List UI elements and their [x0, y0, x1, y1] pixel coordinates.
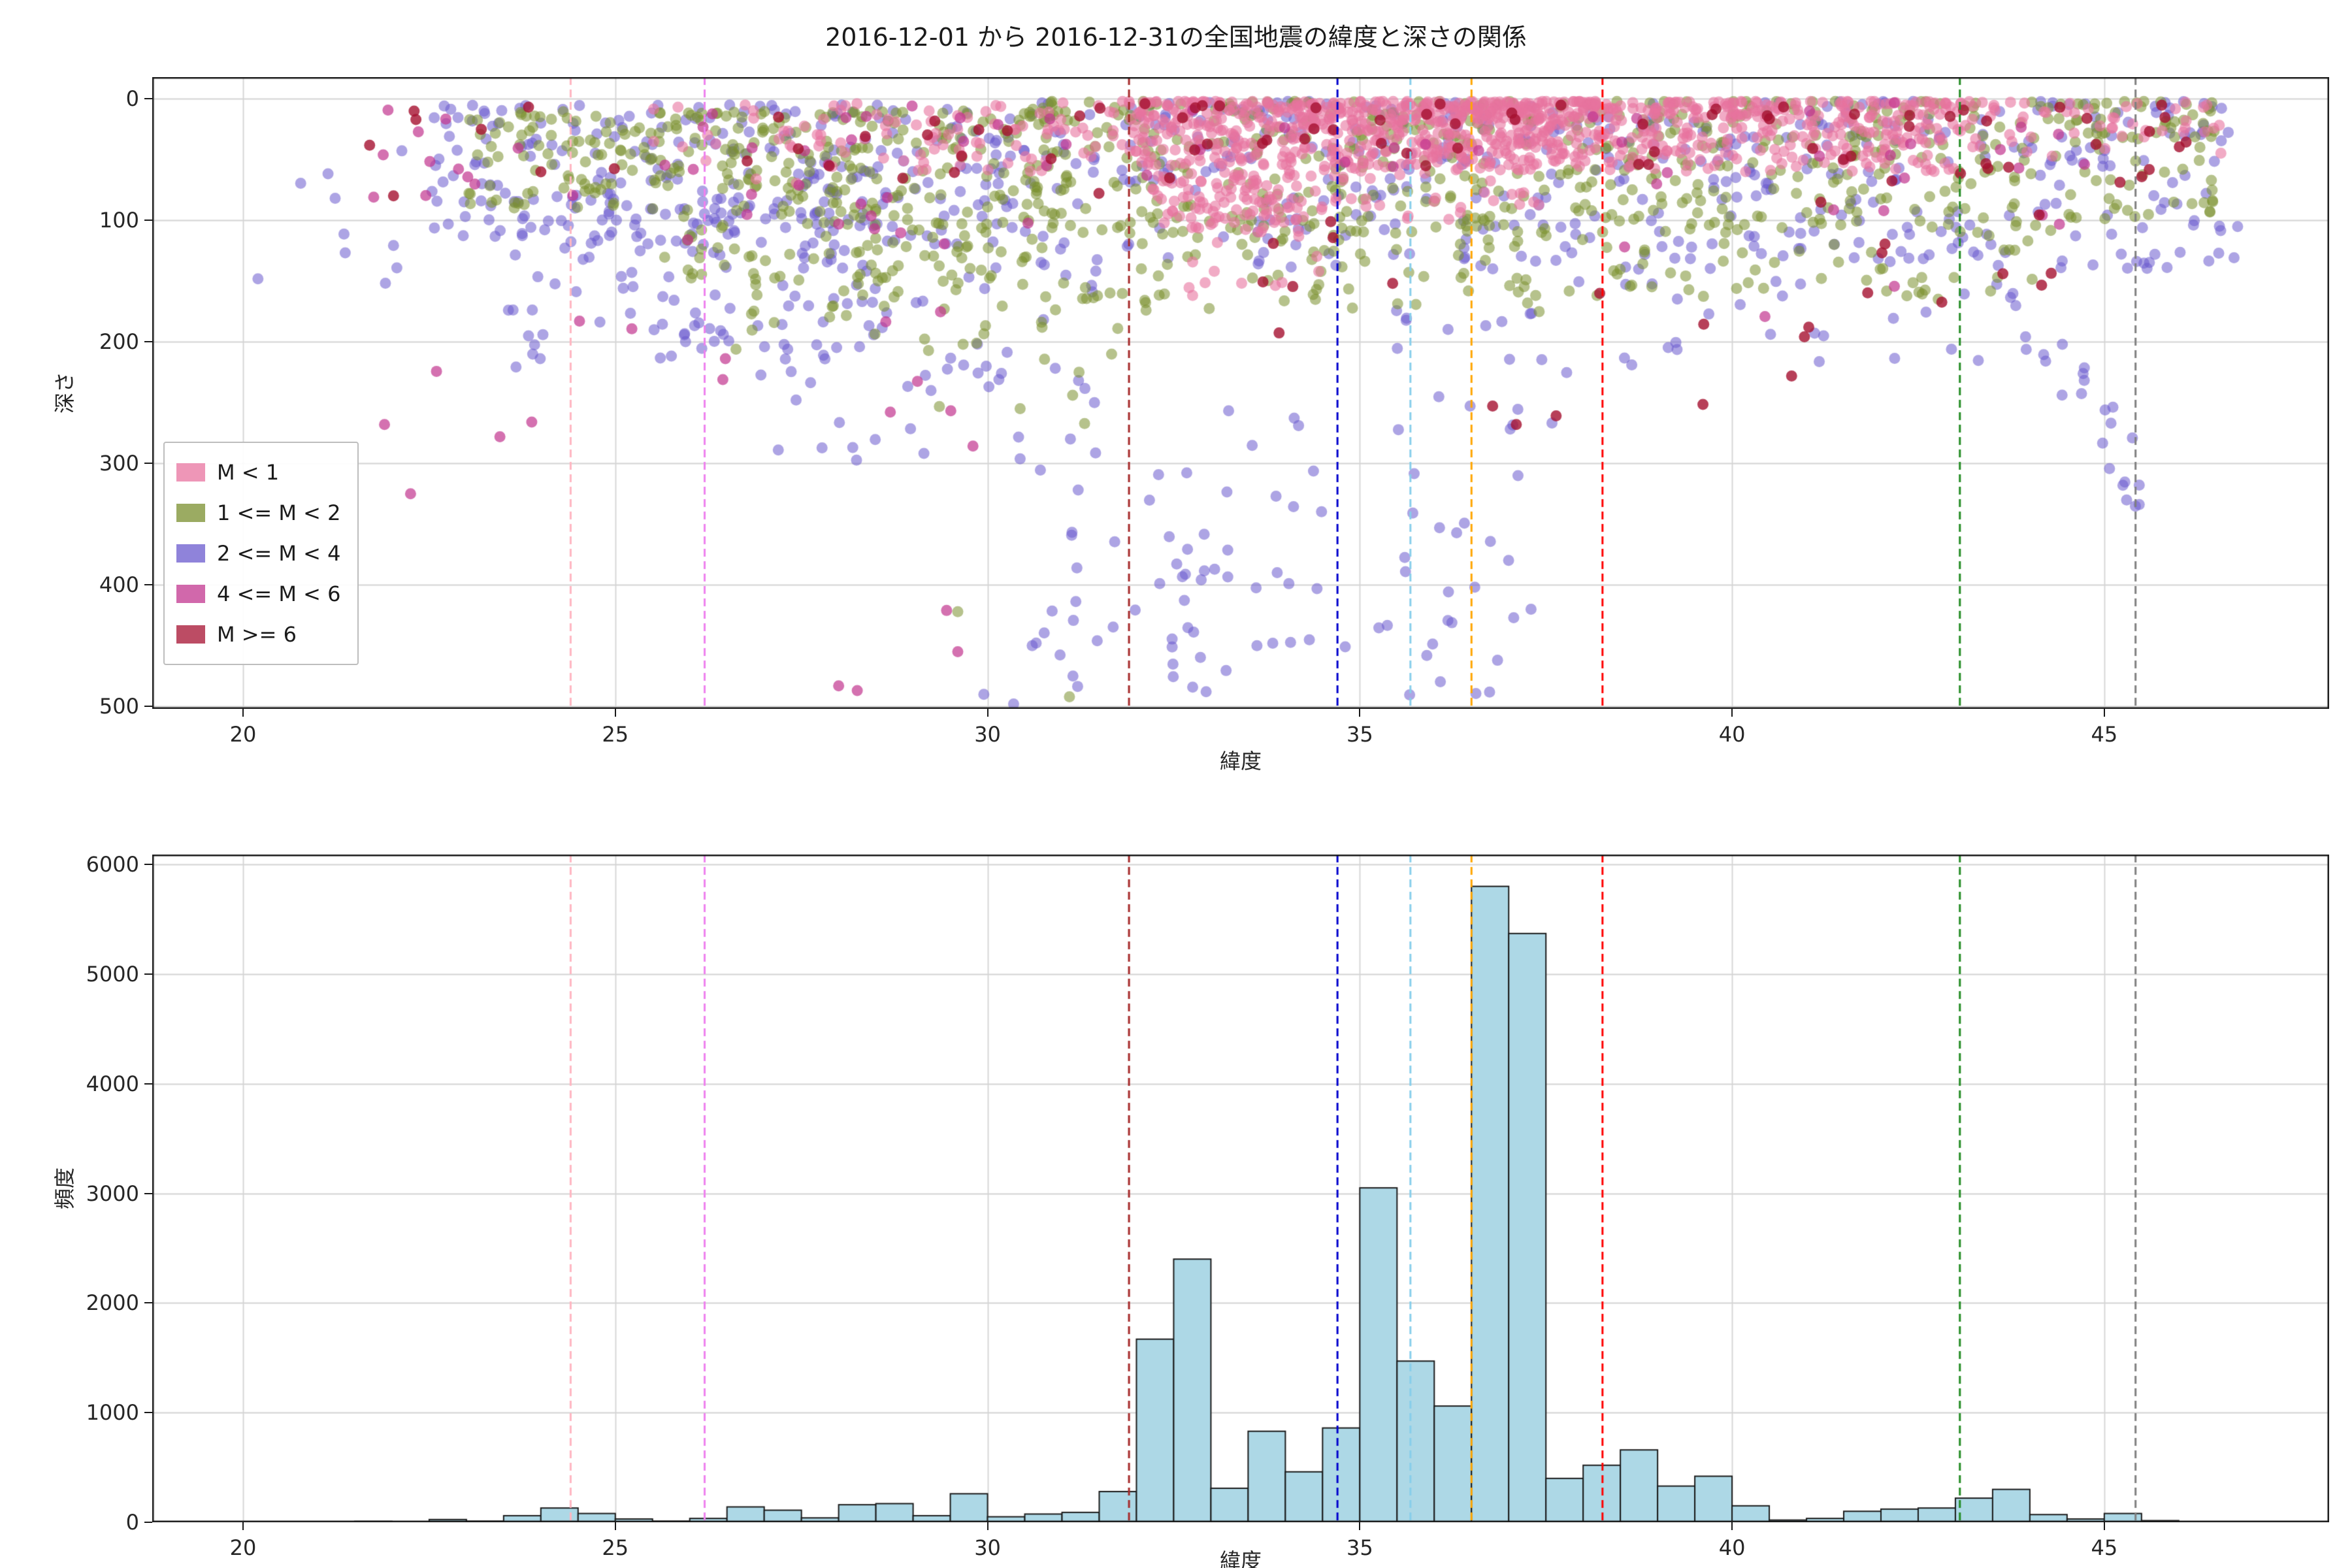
tick-mark	[1359, 709, 1361, 717]
legend-label: 4 <= M < 6	[217, 581, 341, 606]
tick-mark	[144, 973, 152, 975]
y-tick-label: 5000	[86, 961, 139, 987]
histogram-canvas	[152, 855, 2329, 1522]
y-tick-label: 0	[125, 86, 139, 112]
x-tick-label: 35	[1346, 722, 1373, 747]
y-tick-label: 0	[125, 1510, 139, 1535]
legend-label: M < 1	[217, 460, 280, 485]
legend-entry: 2 <= M < 4	[176, 533, 340, 574]
tick-mark	[2103, 709, 2105, 717]
tick-mark	[1359, 1522, 1361, 1530]
tick-mark	[144, 1302, 152, 1304]
x-tick-label: 25	[602, 1535, 629, 1560]
legend-label: M >= 6	[217, 622, 297, 647]
y-tick-label: 1000	[86, 1400, 139, 1426]
x-tick-label: 25	[602, 722, 629, 747]
tick-mark	[987, 709, 988, 717]
legend-entry: 4 <= M < 6	[176, 574, 340, 614]
tick-mark	[987, 1522, 988, 1530]
x-tick-label: 20	[229, 1535, 257, 1560]
x-tick-label: 30	[974, 722, 1001, 747]
tick-mark	[144, 1412, 152, 1414]
scatter-plot	[152, 77, 2329, 709]
tick-mark	[242, 1522, 244, 1530]
legend-entry: M >= 6	[176, 614, 340, 655]
y-tick-label: 300	[99, 451, 139, 476]
tick-mark	[144, 98, 152, 100]
legend-swatch	[176, 463, 205, 482]
y-tick-label: 2000	[86, 1290, 139, 1316]
tick-mark	[242, 709, 244, 717]
legend-label: 2 <= M < 4	[217, 541, 341, 566]
tick-mark	[1731, 1522, 1733, 1530]
histogram-y-axis-label: 頻度	[52, 1167, 77, 1210]
x-tick-label: 30	[974, 1535, 1001, 1560]
tick-mark	[2103, 1522, 2105, 1530]
y-tick-label: 200	[99, 329, 139, 355]
y-tick-label: 400	[99, 572, 139, 598]
tick-mark	[144, 584, 152, 586]
legend-swatch	[176, 504, 205, 522]
y-tick-label: 6000	[86, 852, 139, 877]
legend-swatch	[176, 625, 205, 644]
y-tick-label: 100	[99, 208, 139, 233]
tick-mark	[1731, 709, 1733, 717]
y-tick-label: 3000	[86, 1181, 139, 1206]
tick-mark	[614, 709, 616, 717]
x-tick-label: 45	[2091, 722, 2118, 747]
y-tick-label: 4000	[86, 1071, 139, 1096]
y-tick-label: 500	[99, 694, 139, 719]
tick-mark	[144, 341, 152, 343]
tick-mark	[144, 706, 152, 708]
scatter-canvas	[152, 77, 2329, 709]
x-tick-label: 40	[1718, 722, 1746, 747]
histogram-x-axis-label: 緯度	[1219, 1548, 1262, 1568]
scatter-x-axis-label: 緯度	[1219, 749, 1262, 774]
legend-swatch	[176, 544, 205, 563]
x-tick-label: 40	[1718, 1535, 1746, 1560]
x-tick-label: 20	[229, 722, 257, 747]
tick-mark	[614, 1522, 616, 1530]
x-tick-label: 35	[1346, 1535, 1373, 1560]
tick-mark	[144, 220, 152, 221]
legend-entry: M < 1	[176, 452, 340, 493]
tick-mark	[144, 1522, 152, 1523]
chart-title: 2016-12-01 から 2016-12-31の全国地震の緯度と深さの関係	[825, 23, 1527, 52]
tick-mark	[144, 1192, 152, 1194]
tick-mark	[144, 463, 152, 465]
legend-entry: 1 <= M < 2	[176, 493, 340, 533]
legend: M < 1 1 <= M < 2 2 <= M < 4 4 <= M < 6 M >= …	[163, 442, 359, 665]
legend-label: 1 <= M < 2	[217, 500, 341, 525]
x-tick-label: 45	[2091, 1535, 2118, 1560]
tick-mark	[144, 864, 152, 866]
legend-swatch	[176, 585, 205, 603]
scatter-y-axis-label: 深さ	[52, 371, 77, 414]
histogram-plot	[152, 855, 2329, 1522]
tick-mark	[144, 1083, 152, 1085]
